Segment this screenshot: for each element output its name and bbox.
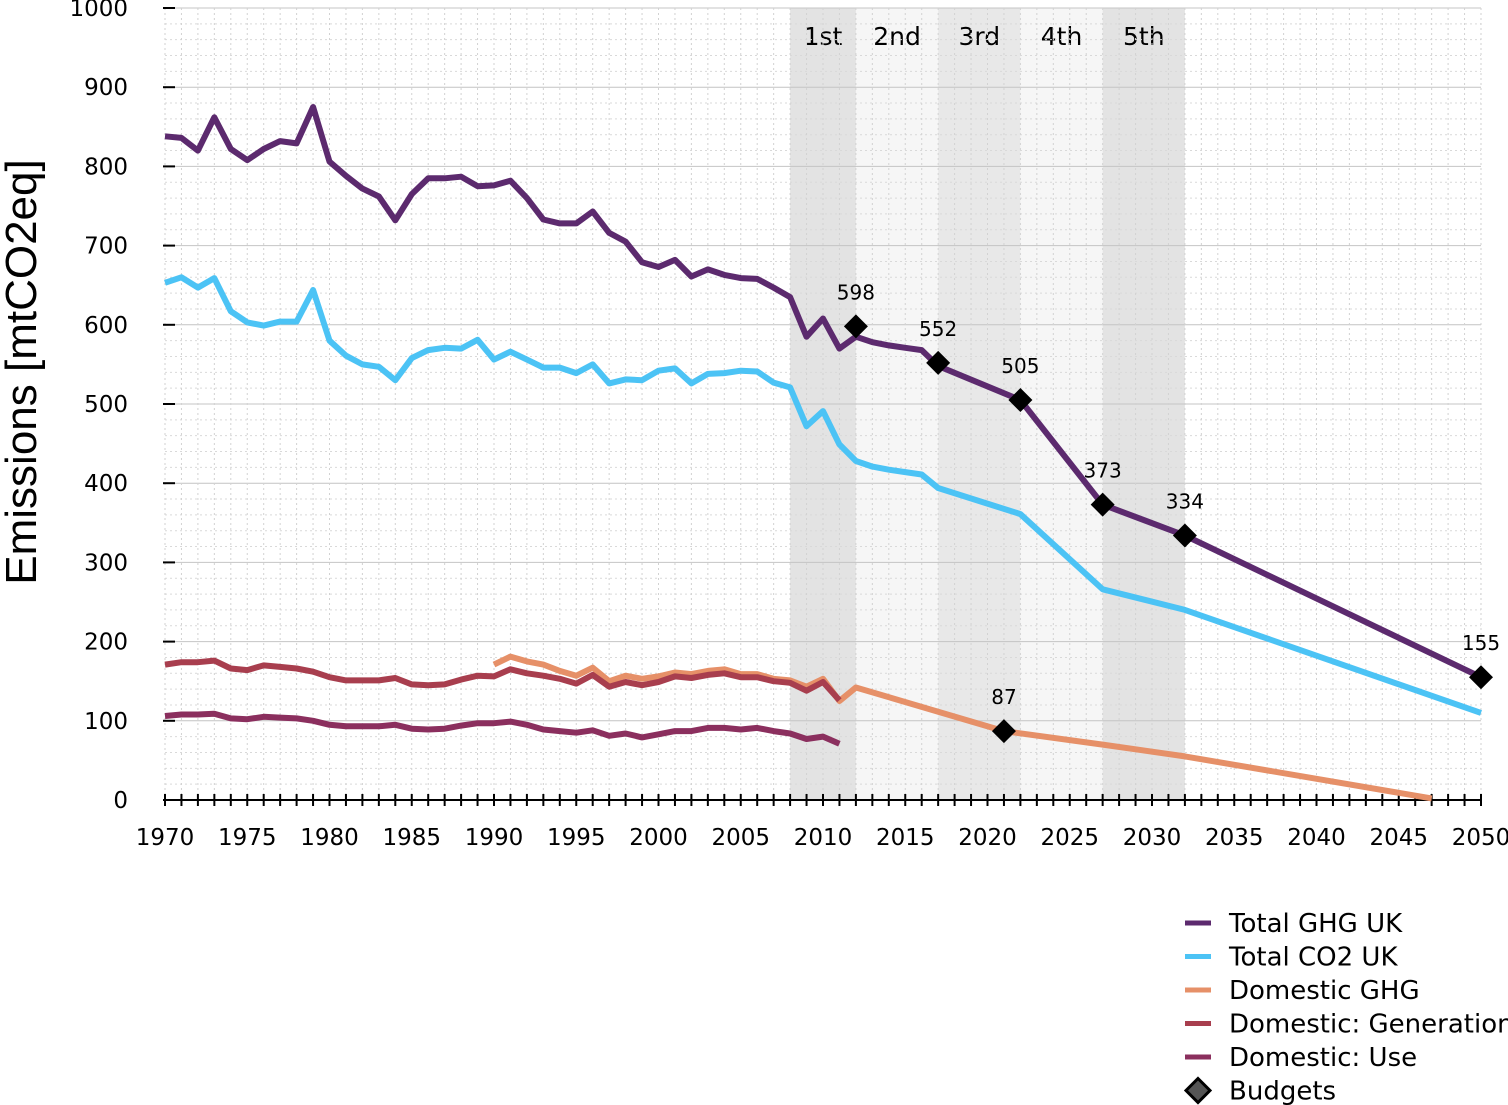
budget-period-label: 1st xyxy=(804,22,843,51)
budget-period-label: 4th xyxy=(1041,22,1083,51)
series-line-domestic-ghg xyxy=(492,653,1433,802)
axes: 1970 1975 1980 1985 1990 1995 2000 2005 2010 2015… xyxy=(69,0,1508,851)
budget-period-label: 5th xyxy=(1123,22,1165,51)
budget-marker xyxy=(926,350,951,375)
budget-marker xyxy=(1469,665,1493,690)
y-tick-label: 400 xyxy=(84,471,128,497)
legend-label: Total GHG UK xyxy=(1228,909,1403,939)
y-tick-label: 600 xyxy=(84,313,128,339)
budget-label: 373 xyxy=(1084,459,1122,483)
y-tick-label: 200 xyxy=(84,630,128,656)
x-tick-label: 1985 xyxy=(382,825,441,851)
y-tick-label: 900 xyxy=(84,75,128,101)
y-tick-label: 1000 xyxy=(69,0,128,22)
budget-label: 505 xyxy=(1001,354,1039,378)
x-tick-label: 2010 xyxy=(794,825,853,851)
budget-label: 334 xyxy=(1166,489,1204,513)
budget-period-label: 2nd xyxy=(873,22,921,51)
series-line-domestic-use xyxy=(164,710,841,747)
x-tick-label: 2050 xyxy=(1452,825,1508,851)
grid xyxy=(164,7,1482,801)
y-tick-label: 300 xyxy=(84,550,128,576)
series-line-total-ghg-uk xyxy=(164,104,1483,680)
legend-label: Budgets xyxy=(1229,1077,1336,1105)
x-tick-label: 1980 xyxy=(300,825,359,851)
x-tick-label: 1995 xyxy=(547,825,606,851)
budget-label: 87 xyxy=(991,685,1016,709)
series-line-total-co2-uk xyxy=(164,274,1482,716)
x-tick-label: 1990 xyxy=(465,825,524,851)
budget-markers: 598 552 87 505 373 334 155 xyxy=(837,280,1500,744)
legend-label: Domestic GHG xyxy=(1229,976,1420,1006)
budget-label: 552 xyxy=(919,317,957,341)
y-tick-label: 800 xyxy=(84,154,128,180)
y-tick-label: 500 xyxy=(84,392,128,418)
budget-marker xyxy=(1008,388,1033,413)
x-tick-label: 2040 xyxy=(1287,825,1346,851)
y-tick-label: 700 xyxy=(84,234,128,260)
budget-marker xyxy=(1090,492,1115,517)
legend-label: Domestic: Generation xyxy=(1229,1010,1508,1040)
series-lines xyxy=(164,104,1483,802)
budget-marker xyxy=(1172,523,1197,548)
budget-label: 155 xyxy=(1462,631,1500,655)
legend-swatch xyxy=(1183,1076,1213,1105)
budget-marker xyxy=(843,314,868,339)
x-tick-label: 1975 xyxy=(218,825,277,851)
x-tick-label: 2025 xyxy=(1040,825,1099,851)
series-line-domestic-generation xyxy=(164,657,842,703)
legend-label: Domestic: Use xyxy=(1229,1043,1417,1073)
y-tick-label: 0 xyxy=(113,788,128,814)
legend-label: Total CO2 UK xyxy=(1228,943,1398,973)
x-tick-label: 2015 xyxy=(876,825,935,851)
y-axis-label: Emissions [mtCO2eq] xyxy=(0,159,46,584)
budget-marker xyxy=(991,719,1016,744)
x-tick-label: 2035 xyxy=(1205,825,1264,851)
budget-label: 598 xyxy=(837,280,875,304)
x-tick-label: 2030 xyxy=(1123,825,1182,851)
x-tick-label: 2005 xyxy=(711,825,770,851)
x-tick-label: 1970 xyxy=(136,825,195,851)
x-tick-label: 2045 xyxy=(1369,825,1428,851)
x-tick-label: 2020 xyxy=(958,825,1017,851)
x-tick-label: 2000 xyxy=(629,825,688,851)
budget-period-label: 3rd xyxy=(958,22,1000,51)
y-tick-label: 100 xyxy=(84,709,128,735)
